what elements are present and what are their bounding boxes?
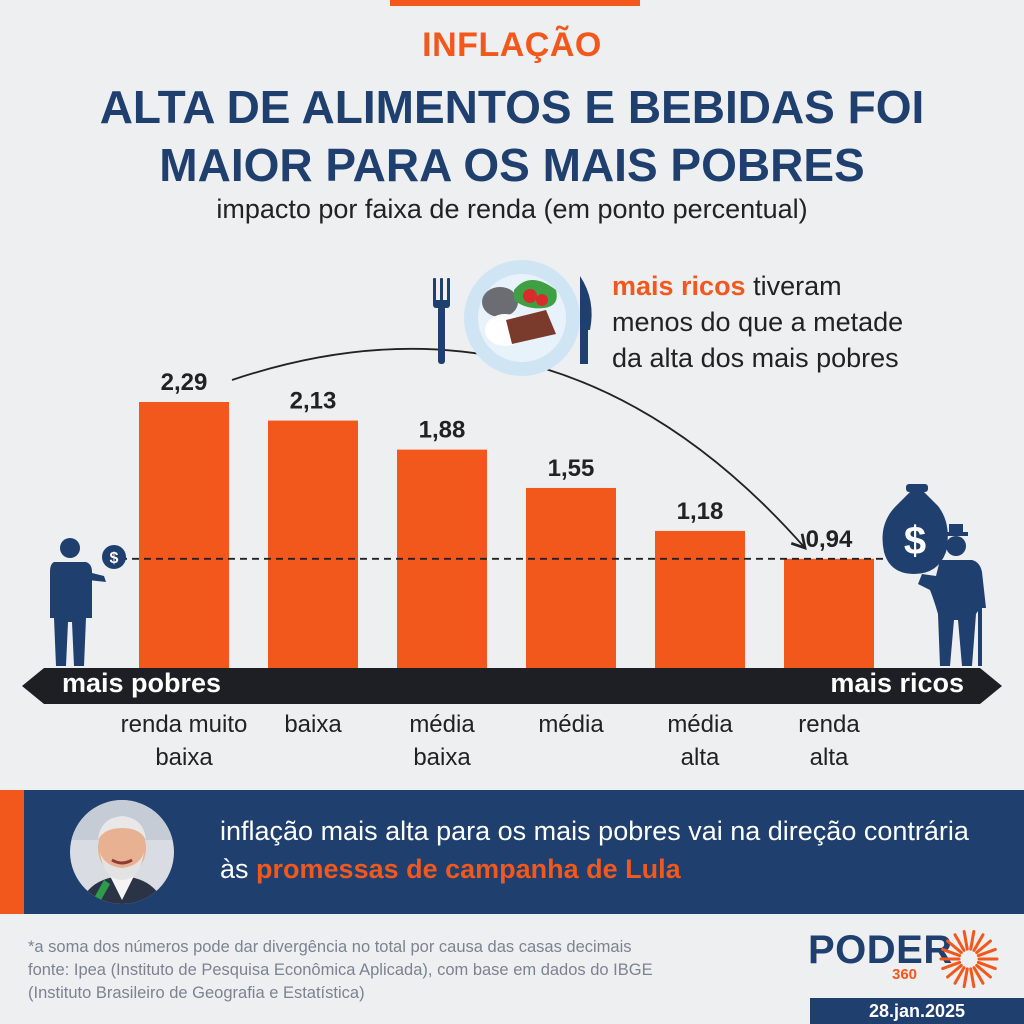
footnote-source-2: (Instituto Brasileiro de Geografia e Est… [28, 984, 365, 1002]
category-label-line: média [667, 711, 733, 738]
callout-line-1: mais ricos tiveram [612, 268, 972, 304]
svg-text:$: $ [904, 519, 926, 563]
chart-subtitle: impacto por faixa de renda (em ponto per… [216, 194, 808, 224]
category-label-line: alta [680, 744, 720, 771]
sunburst-ray [972, 933, 985, 952]
bars-group [139, 402, 874, 668]
sunburst-ray [941, 960, 962, 971]
category-label: média [501, 708, 641, 741]
banner-text: inflação mais alta para os mais pobres v… [220, 812, 1000, 888]
brand-logo: PODER 360 [808, 928, 1008, 989]
sunburst-ray [962, 929, 969, 951]
category-label-line: renda [798, 711, 860, 738]
category-label-line: baixa [155, 744, 213, 771]
bar [268, 420, 358, 668]
sunburst-ray [953, 933, 966, 952]
category-label-line: média [538, 711, 604, 738]
sunburst-ray [953, 966, 966, 985]
category-label-line: baixa [284, 711, 342, 738]
sunburst-ray [941, 947, 962, 958]
category-label: renda muito baixa [114, 708, 254, 774]
publish-date: 28.jan.2025 [810, 998, 1024, 1024]
chart-callout: mais ricos tiveram menos do que a metade… [612, 268, 972, 376]
bar-value-label: 2,13 [290, 388, 337, 415]
sunburst-icon [939, 929, 999, 989]
footnote-source-1: fonte: Ipea (Instituto de Pesquisa Econô… [28, 961, 653, 979]
callout-line-2: menos do que a metade [612, 307, 904, 337]
logo-sub: 360 [892, 966, 918, 983]
category-label: renda alta [759, 708, 899, 774]
category-label: média baixa [372, 708, 512, 774]
bar [784, 558, 874, 668]
category-label: média alta [630, 708, 770, 774]
category-label-line: baixa [413, 744, 471, 771]
category-label-line: alta [809, 744, 849, 771]
banner-text-main: inflação mais alta para os mais pobres v… [220, 816, 969, 884]
callout-line-1-text: tiveram [745, 271, 842, 301]
top-accent-bar [390, 0, 640, 6]
value-labels-group: 2,29 2,13 1,88 1,55 1,18 0,94 [161, 369, 853, 553]
logo-word: PODER [808, 928, 953, 972]
sunburst-ray [976, 947, 997, 958]
axis-label-right: mais ricos [830, 668, 964, 698]
category-label: baixa [243, 708, 383, 741]
rich-person-icon: $ [882, 484, 986, 666]
sunburst-ray [976, 960, 997, 971]
title-line-2: MAIOR PARA OS MAIS POBRES [159, 139, 865, 191]
svg-text:$: $ [110, 550, 119, 567]
banner-highlight: promessas de campanha de Lula [256, 854, 681, 884]
bar-value-label: 2,29 [161, 369, 208, 396]
axis-label-left: mais pobres [62, 668, 222, 698]
bar-value-label: 1,55 [548, 455, 595, 482]
category-label-line: renda muito [120, 711, 248, 738]
page-title: ALTA DE ALIMENTOS E BEBIDAS FOI MAIOR PA… [0, 78, 1024, 194]
bar [526, 487, 616, 668]
bar-chart: 2,29 2,13 1,88 1,55 1,18 0,94 $ [22, 260, 1002, 704]
sunburst-ray [975, 939, 992, 955]
callout-line-3: da alta dos mais pobres [612, 343, 899, 373]
sunburst-ray [975, 963, 992, 979]
sunburst-ray [946, 963, 963, 979]
portrait-avatar [70, 800, 174, 904]
food-plate-icon [433, 260, 592, 376]
sunburst-ray [969, 967, 976, 989]
sunburst-ray [962, 967, 969, 989]
banner-accent-bar [0, 790, 24, 914]
title-line-1: ALTA DE ALIMENTOS E BEBIDAS FOI [99, 81, 925, 133]
callout-highlight: mais ricos [612, 271, 746, 301]
bar [139, 402, 229, 668]
category-label-line: média [409, 711, 475, 738]
bar [655, 530, 745, 668]
bar-value-label: 1,18 [677, 498, 724, 525]
income-axis-band [22, 668, 1002, 704]
footnote: *a soma dos números pode dar divergência… [28, 936, 768, 1005]
bar-value-label: 0,94 [806, 526, 853, 553]
section-kicker: INFLAÇÃO [422, 26, 602, 64]
sunburst-ray [972, 966, 985, 985]
sunburst-ray [946, 939, 963, 955]
footnote-note: *a soma dos números pode dar divergência… [28, 938, 632, 956]
bar-value-label: 1,88 [419, 417, 466, 444]
sunburst-ray [969, 929, 976, 951]
poor-person-icon: $ [50, 538, 126, 666]
